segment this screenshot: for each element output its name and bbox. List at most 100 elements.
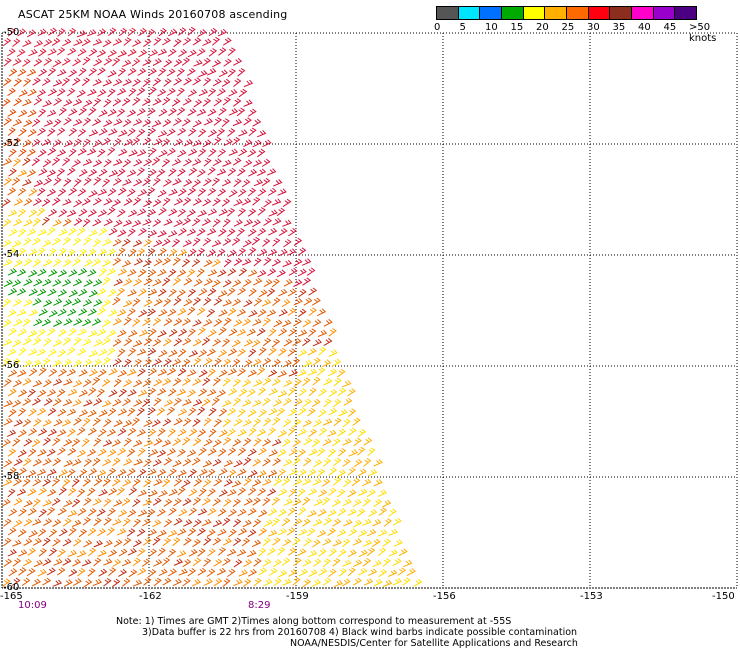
wind-barb: [187, 26, 196, 36]
wind-barb: [17, 268, 27, 277]
wind-barb: [183, 519, 193, 527]
wind-barb: [13, 419, 23, 427]
wind-barb: [43, 379, 52, 388]
wind-barb: [286, 248, 297, 256]
wind-barb: [233, 219, 243, 227]
wind-barb: [166, 128, 176, 137]
wind-barb: [287, 507, 296, 516]
wind-barb: [32, 197, 42, 206]
wind-barb: [53, 319, 63, 327]
wind-barb: [403, 559, 413, 568]
wind-barb: [13, 259, 23, 268]
wind-barb: [61, 419, 72, 427]
wind-barb: [162, 338, 172, 347]
wind-barb: [317, 367, 326, 376]
wind-barb: [237, 527, 248, 536]
wind-barb: [272, 398, 283, 407]
wind-barb: [127, 269, 137, 277]
wind-barb: [62, 358, 72, 367]
wind-barb: [277, 508, 287, 517]
wind-barb: [108, 169, 119, 177]
wind-barb: [3, 518, 12, 527]
wind-barb: [152, 338, 162, 347]
wind-barb: [37, 149, 47, 158]
wind-barb: [82, 218, 91, 228]
wind-barb: [242, 318, 252, 327]
wind-barb: [218, 69, 228, 78]
wind-barb: [246, 328, 257, 337]
wind-barb: [47, 48, 57, 56]
wind-barb: [12, 399, 22, 408]
wind-barb: [243, 497, 253, 506]
wind-barb: [106, 347, 116, 356]
wind-barb: [7, 287, 18, 296]
wind-barb: [32, 258, 42, 268]
wind-barb: [157, 88, 167, 97]
wind-barb: [43, 299, 53, 307]
wind-barb: [147, 127, 157, 136]
wind-barb: [297, 407, 307, 416]
wind-barb: [351, 477, 361, 487]
wind-barb: [72, 519, 82, 527]
wind-barb: [12, 358, 21, 367]
wind-barbs: [1, 26, 423, 588]
wind-barb: [256, 428, 267, 437]
wind-barb: [63, 438, 73, 447]
wind-barb: [88, 289, 98, 298]
wind-barb: [237, 367, 246, 377]
wind-barb: [113, 278, 123, 287]
wind-barb: [132, 118, 143, 126]
wind-barb: [218, 369, 228, 378]
wind-barb: [137, 548, 146, 557]
wind-barb: [123, 337, 133, 347]
wind-barb: [107, 407, 117, 417]
wind-barb: [227, 428, 236, 437]
wind-barb: [73, 217, 83, 226]
wind-barb: [57, 507, 67, 516]
wind-barb: [52, 237, 61, 246]
wind-barb: [247, 208, 257, 217]
wind-barb: [393, 539, 403, 547]
wind-barb: [157, 468, 167, 477]
wind-barb: [127, 169, 137, 177]
wind-barb: [28, 408, 37, 417]
wind-barb: [267, 168, 277, 176]
wind-barb: [177, 127, 187, 136]
wind-barb: [133, 358, 143, 368]
wind-barb: [137, 489, 148, 497]
wind-barb: [48, 269, 58, 277]
wind-barb: [217, 508, 227, 517]
wind-barb: [347, 567, 356, 577]
wind-barb: [281, 557, 291, 566]
wind-barb: [136, 428, 146, 437]
wind-barb: [113, 118, 123, 126]
wind-barb: [107, 288, 117, 298]
wind-barb: [208, 129, 218, 138]
wind-barb: [207, 208, 218, 216]
wind-barb: [188, 248, 197, 257]
wind-barb: [117, 447, 127, 456]
wind-barb: [111, 439, 122, 447]
wind-barb: [143, 337, 153, 346]
wind-barb: [212, 218, 221, 228]
wind-barb: [122, 78, 132, 86]
wind-barb: [221, 178, 232, 187]
wind-barb: [147, 468, 157, 476]
wind-barb: [22, 58, 31, 67]
wind-barb: [61, 77, 71, 87]
wind-barb: [88, 467, 98, 476]
wind-barb: [76, 449, 87, 458]
wind-barb: [271, 378, 281, 387]
wind-barb: [256, 168, 267, 177]
wind-barb: [302, 377, 311, 386]
wind-barb: [68, 187, 78, 196]
wind-barb: [311, 297, 321, 306]
wind-barb: [227, 469, 237, 478]
wind-barb: [268, 328, 277, 337]
wind-barb: [202, 38, 212, 47]
wind-barb: [257, 269, 267, 278]
wind-barb: [283, 498, 293, 506]
wind-barb: [81, 197, 91, 206]
wind-barb: [52, 579, 63, 587]
wind-barb: [188, 488, 198, 497]
